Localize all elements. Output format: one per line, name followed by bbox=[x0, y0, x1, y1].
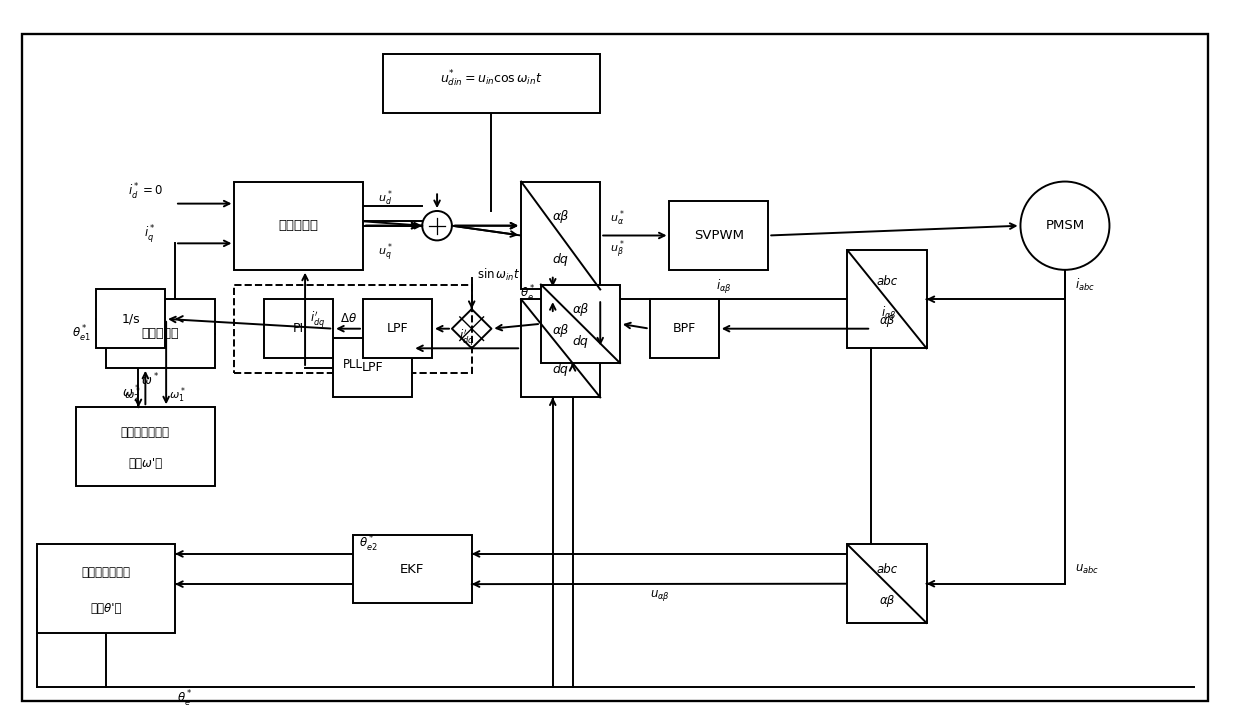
Text: BPF: BPF bbox=[672, 323, 696, 335]
FancyBboxPatch shape bbox=[847, 545, 926, 623]
Text: αβ: αβ bbox=[553, 324, 569, 337]
Text: $\omega^*$: $\omega^*$ bbox=[141, 371, 159, 388]
Text: PMSM: PMSM bbox=[1045, 219, 1085, 232]
Text: 1/s: 1/s bbox=[122, 312, 140, 325]
FancyBboxPatch shape bbox=[847, 250, 926, 348]
Text: $u_\beta^*$: $u_\beta^*$ bbox=[610, 239, 625, 261]
Text: 电流控制器: 电流控制器 bbox=[279, 219, 319, 232]
Text: dq: dq bbox=[553, 253, 569, 266]
Text: dq: dq bbox=[553, 363, 569, 376]
Text: LPF: LPF bbox=[387, 323, 408, 335]
FancyBboxPatch shape bbox=[234, 181, 363, 270]
Text: $\omega_2^*$: $\omega_2^*$ bbox=[124, 386, 140, 405]
Text: 最优ω'解: 最优ω'解 bbox=[128, 457, 162, 470]
FancyBboxPatch shape bbox=[521, 181, 600, 290]
Text: 速度控制器: 速度控制器 bbox=[141, 327, 179, 340]
Text: $\omega_1^*$: $\omega_1^*$ bbox=[169, 386, 186, 405]
Text: αβ: αβ bbox=[879, 314, 894, 328]
Text: EKF: EKF bbox=[401, 563, 424, 576]
Text: $i_{dq}'$: $i_{dq}'$ bbox=[459, 327, 475, 347]
Text: αβ: αβ bbox=[553, 210, 569, 223]
Text: $\theta_{e1}^*$: $\theta_{e1}^*$ bbox=[72, 323, 91, 344]
Text: $i_{\alpha\beta}$: $i_{\alpha\beta}$ bbox=[882, 305, 897, 323]
FancyBboxPatch shape bbox=[95, 290, 165, 348]
FancyBboxPatch shape bbox=[105, 299, 215, 368]
Text: dq: dq bbox=[573, 335, 588, 347]
Text: 最小二乘解算器: 最小二乘解算器 bbox=[120, 426, 170, 439]
Text: $u_d^*$: $u_d^*$ bbox=[378, 189, 392, 208]
Text: $i_d^*=0$: $i_d^*=0$ bbox=[128, 182, 162, 202]
Text: αβ: αβ bbox=[879, 595, 894, 607]
FancyBboxPatch shape bbox=[670, 201, 769, 270]
Text: $u_\alpha^*$: $u_\alpha^*$ bbox=[610, 208, 625, 228]
Text: $u_{din}^{*}=u_{in}\cos\omega_{in}t$: $u_{din}^{*}=u_{in}\cos\omega_{in}t$ bbox=[440, 68, 543, 89]
Text: PLL: PLL bbox=[343, 357, 363, 371]
Text: $u_q^*$: $u_q^*$ bbox=[378, 242, 392, 264]
Text: αβ: αβ bbox=[573, 303, 589, 316]
Text: $i_{\alpha\beta}$: $i_{\alpha\beta}$ bbox=[715, 279, 732, 296]
Text: abc: abc bbox=[877, 563, 898, 576]
Text: $u_{\alpha\beta}$: $u_{\alpha\beta}$ bbox=[650, 588, 670, 603]
FancyBboxPatch shape bbox=[363, 299, 432, 358]
Text: $\theta_{e2}^*$: $\theta_{e2}^*$ bbox=[358, 534, 377, 554]
FancyBboxPatch shape bbox=[334, 339, 413, 397]
Text: abc: abc bbox=[877, 275, 898, 288]
FancyBboxPatch shape bbox=[541, 285, 620, 363]
Text: $\omega^*$: $\omega^*$ bbox=[122, 384, 140, 400]
Text: LPF: LPF bbox=[362, 361, 383, 374]
Text: $i_{abc}$: $i_{abc}$ bbox=[1075, 277, 1095, 293]
Text: $\sin\omega_{in}t$: $\sin\omega_{in}t$ bbox=[476, 266, 520, 282]
FancyBboxPatch shape bbox=[383, 54, 600, 113]
Text: 最优θ'解: 最优θ'解 bbox=[91, 601, 122, 614]
FancyBboxPatch shape bbox=[650, 299, 719, 358]
Text: SVPWM: SVPWM bbox=[694, 229, 744, 242]
FancyBboxPatch shape bbox=[353, 534, 471, 604]
Text: $i_{dq}'$: $i_{dq}'$ bbox=[310, 309, 325, 329]
Text: 最小二乘解算器: 最小二乘解算器 bbox=[82, 566, 130, 579]
FancyBboxPatch shape bbox=[521, 299, 600, 397]
Text: $u_{abc}$: $u_{abc}$ bbox=[1075, 563, 1099, 576]
Text: $\theta_e^*$: $\theta_e^*$ bbox=[177, 689, 192, 708]
FancyBboxPatch shape bbox=[37, 545, 175, 633]
Text: PI: PI bbox=[293, 323, 304, 335]
FancyBboxPatch shape bbox=[76, 407, 215, 486]
FancyBboxPatch shape bbox=[264, 299, 334, 358]
Text: $i_q^*$: $i_q^*$ bbox=[144, 223, 156, 245]
Text: $\theta_e^*$: $\theta_e^*$ bbox=[521, 285, 536, 304]
Text: $\Delta\theta$: $\Delta\theta$ bbox=[340, 312, 357, 325]
